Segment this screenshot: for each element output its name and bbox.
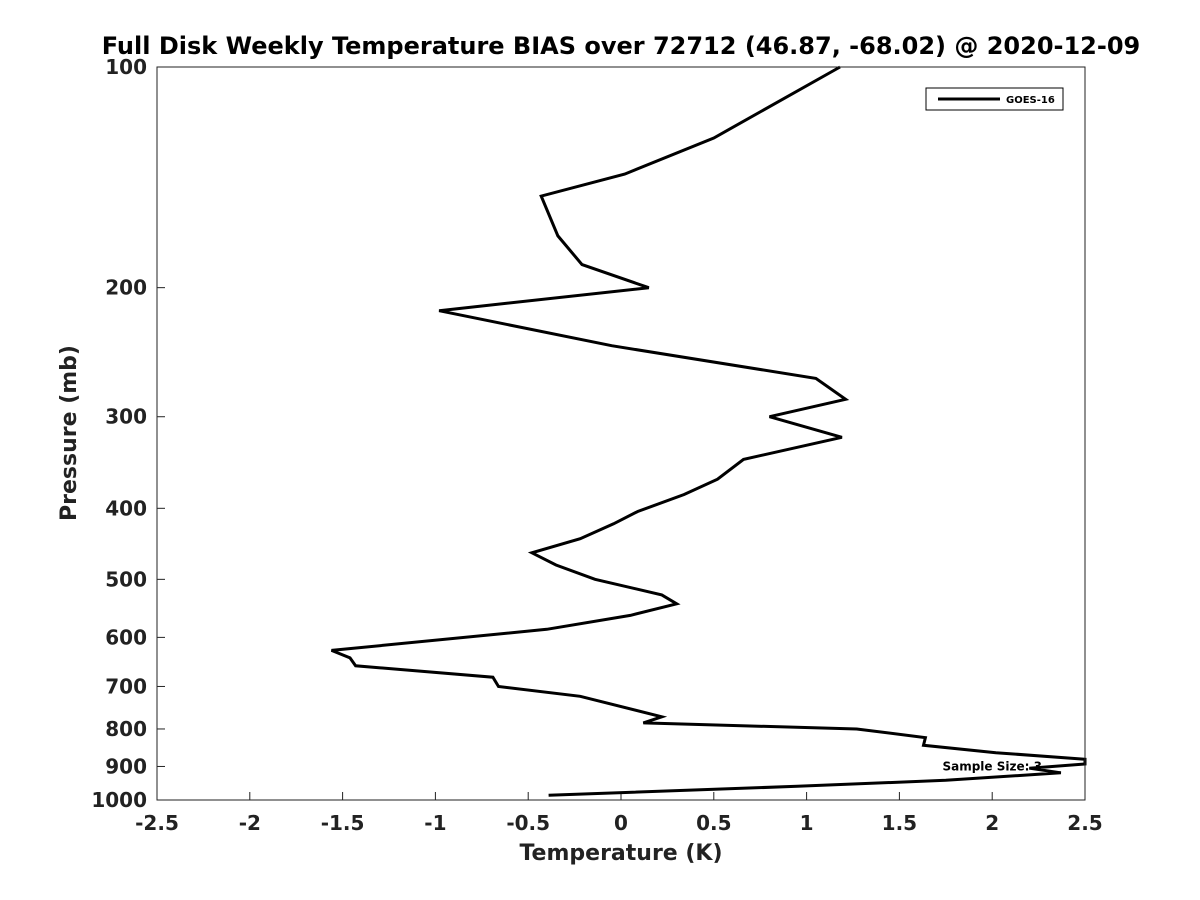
series-layer bbox=[330, 65, 1087, 797]
sample-size-annotation: Sample Size: 3 bbox=[942, 760, 1041, 774]
y-tick-label: 1000 bbox=[91, 788, 147, 812]
x-tick-label: -1.5 bbox=[321, 811, 365, 835]
y-axis: 100 200 300 400 500 600 700 800 900 1000 bbox=[91, 55, 165, 812]
x-tick-label: -2.5 bbox=[135, 811, 179, 835]
legend: GOES-16 bbox=[925, 87, 1064, 111]
x-tick-label: 0.5 bbox=[696, 811, 731, 835]
y-tick-label: 200 bbox=[105, 276, 147, 300]
legend-label-goes-16: GOES-16 bbox=[1006, 95, 1055, 106]
x-tick-label: 2.5 bbox=[1067, 811, 1102, 835]
x-tick-label: -0.5 bbox=[506, 811, 550, 835]
y-tick-label: 800 bbox=[105, 717, 147, 741]
y-tick-label: 400 bbox=[105, 496, 147, 520]
x-tick-label: 1.5 bbox=[882, 811, 917, 835]
y-tick-label: 900 bbox=[105, 754, 147, 778]
x-tick-label: -1 bbox=[424, 811, 446, 835]
y-tick-label: 100 bbox=[105, 55, 147, 79]
y-tick-label: 700 bbox=[105, 674, 147, 698]
annotation-layer: Sample Size: 3 bbox=[942, 760, 1041, 774]
x-tick-label: 1 bbox=[800, 811, 814, 835]
x-axis-label: Temperature (K) bbox=[519, 841, 722, 866]
plot-frame bbox=[156, 66, 1086, 801]
y-axis-label: Pressure (mb) bbox=[57, 345, 82, 521]
x-tick-label: 0 bbox=[614, 811, 628, 835]
y-tick-label: 300 bbox=[105, 405, 147, 429]
x-tick-label: 2 bbox=[985, 811, 999, 835]
x-tick-label: -2 bbox=[239, 811, 261, 835]
y-tick-label: 600 bbox=[105, 625, 147, 649]
series-line-goes-16 bbox=[330, 65, 1087, 797]
y-tick-label: 500 bbox=[105, 567, 147, 591]
plot-area bbox=[157, 67, 1085, 800]
chart-title: Full Disk Weekly Temperature BIAS over 7… bbox=[102, 32, 1141, 60]
x-axis: -2.5 -2 -1.5 -1 -0.5 0 0.5 1 1.5 2 2.5 bbox=[135, 792, 1103, 835]
